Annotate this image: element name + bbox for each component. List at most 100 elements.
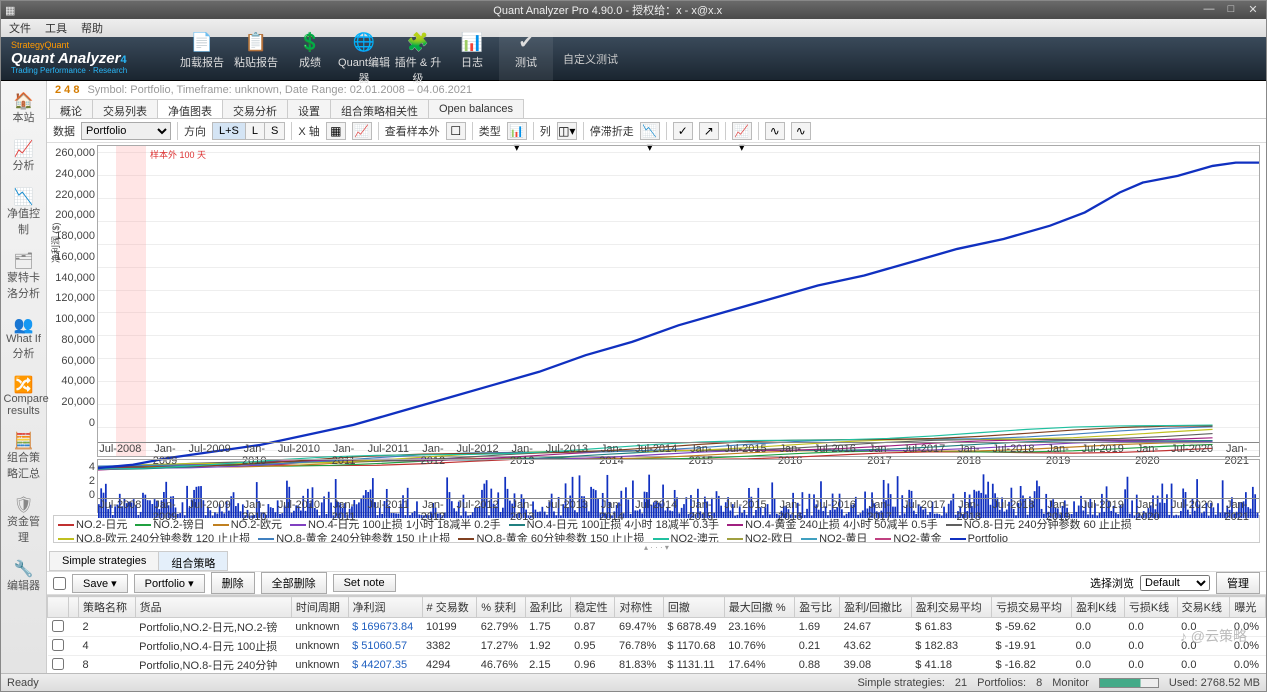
chart-ylabel: 净利润 ($) [49,222,62,263]
statusbar: Ready Simple strategies: 21 Portfolios: … [1,673,1266,691]
col-header[interactable]: 盈利/回撤比 [840,597,912,618]
status-monitor: Monitor [1052,677,1089,689]
data-select[interactable]: Portfolio [81,122,171,140]
legend-item: NO.8-欧元 240分钟参数 120 止止损 [58,532,250,543]
table-row[interactable]: 4Portfolio,NO.4-日元 100止损unknown$ 51060.5… [48,637,1266,656]
tab-4[interactable]: 设置 [287,99,331,118]
portfolio-button[interactable]: Portfolio ▾ [134,574,205,593]
stag-label: 停滞折走 [590,123,634,139]
nav-item-2[interactable]: 📉净值控制 [4,183,44,241]
col-header[interactable]: 对称性 [615,597,663,618]
xaxis-btn1[interactable]: ▦ [326,122,346,140]
stag-dropdown[interactable]: 📉▾ [640,122,660,140]
manage-button[interactable]: 管理 [1216,572,1260,594]
strategy-grid[interactable]: 策略名称货品时间周期净利润# 交易数% 获利盈利比稳定性对称性回撤最大回撤 %盈… [47,595,1266,673]
col-header[interactable]: 稳定性 [570,597,615,618]
maximize-button[interactable]: □ [1222,3,1240,17]
table-row[interactable]: 2Portfolio,NO.2-日元,NO.2-镑unknown$ 169673… [48,618,1266,637]
menu-file[interactable]: 文件 [9,20,31,36]
nav-icon: 📉 [4,187,44,205]
col-header[interactable]: 交易K线 [1177,597,1230,618]
tool-icon-1[interactable]: ✓ [673,122,693,140]
close-button[interactable]: ✕ [1244,3,1262,17]
vol-area[interactable]: Jul-2008Jan-2009Jul-2009Jan-2010Jul-2010… [97,459,1260,513]
col-header[interactable]: % 获利 [477,597,525,618]
col-header[interactable]: 策略名称 [78,597,135,618]
col-header[interactable]: 亏损交易平均 [991,597,1071,618]
dir-L+S[interactable]: L+S [213,123,246,139]
row-check[interactable] [52,620,64,632]
ribbon-icon: ✔ [499,32,553,54]
ribbon-icon: 🧩 [391,32,445,54]
bottom-tab-1[interactable]: 组合策略 [158,551,228,571]
browse-label: 选择浏览 [1090,575,1134,591]
tab-1[interactable]: 交易列表 [92,99,158,118]
nav-item-3[interactable]: 🗂蒙特卡洛分析 [4,247,44,305]
col-header[interactable]: 回撤 [663,597,724,618]
xaxis-btn2[interactable]: 📈 [352,122,372,140]
type-dropdown[interactable]: 📊▾ [507,122,527,140]
col-header[interactable]: 净利润 [348,597,422,618]
table-row[interactable]: 8Portfolio,NO.8-日元 240分钟unknown$ 44207.3… [48,656,1266,674]
ribbon-button-5[interactable]: 📊日志 [445,32,499,86]
nav-item-6[interactable]: 🧮组合策略汇总 [4,427,44,485]
nav-item-0[interactable]: 🏠本站 [4,87,44,129]
logo: StrategyQuant Quant Analyzer4 Trading Pe… [5,41,175,76]
ribbon-button-2[interactable]: 💲成绩 [283,32,337,86]
col-header[interactable]: 盈利K线 [1072,597,1125,618]
nav-item-1[interactable]: 📈分析 [4,135,44,177]
col-header[interactable]: 曝光 [1230,597,1266,618]
col-header[interactable]: 最大回撤 % [724,597,794,618]
dir-S[interactable]: S [265,123,284,139]
col-header[interactable]: # 交易数 [422,597,477,618]
col-header[interactable]: 货品 [135,597,291,618]
col-header[interactable]: 盈亏比 [795,597,840,618]
splitter[interactable]: ▴ · · · ▾ [47,543,1266,551]
menu-help[interactable]: 帮助 [81,20,103,36]
status-pf: 8 [1036,677,1042,689]
left-sidebar: 🏠本站 📈分析 📉净值控制 🗂蒙特卡洛分析 👥What If 分析 🔀Compare re… [1,81,47,673]
ribbon-icon: 💲 [283,32,337,54]
setnote-button[interactable]: Set note [333,574,396,592]
minimize-button[interactable]: — [1200,3,1218,17]
delete-button[interactable]: 删除 [211,572,255,594]
col-header[interactable]: 时间周期 [291,597,348,618]
row-check[interactable] [52,658,64,670]
nav-item-7[interactable]: 🛡资金管理 [4,491,44,549]
tab-5[interactable]: 组合策略相关性 [330,99,429,118]
col-label: 列 [540,123,551,139]
nav-item-4[interactable]: 👥What If 分析 [4,311,44,365]
nav-item-8[interactable]: 🔧编辑器 [4,555,44,597]
col-header[interactable]: 盈利交易平均 [911,597,991,618]
tool-icon-2[interactable]: ↗ [699,122,719,140]
tab-0[interactable]: 概论 [49,99,93,118]
col-header[interactable] [69,597,79,618]
tool-icon-4[interactable]: ∿ [765,122,785,140]
view-select[interactable]: Default [1140,575,1210,591]
tool-icon-3[interactable]: 📈▾ [732,122,752,140]
ribbon-button-3[interactable]: 🌐Quant编辑器 [337,32,391,86]
col-header[interactable]: 亏损K线 [1124,597,1177,618]
tool-icon-5[interactable]: ∿ [791,122,811,140]
select-all-checkbox[interactable] [53,577,66,590]
dir-L[interactable]: L [246,123,265,139]
chart-area[interactable]: 样本外 100 天 Jul-2008Jan-2009Jul-2009Jan-20… [97,145,1260,457]
menu-tools[interactable]: 工具 [45,20,67,36]
sample-toggle[interactable]: ☐ [446,122,466,140]
save-button[interactable]: Save ▾ [72,574,128,593]
ribbon-button-1[interactable]: 📋粘贴报告 [229,32,283,86]
row-check[interactable] [52,639,64,651]
col-header[interactable] [48,597,69,618]
col-header[interactable]: 盈利比 [525,597,570,618]
tab-2[interactable]: 净值图表 [157,99,223,118]
bottom-tab-0[interactable]: Simple strategies [49,551,159,571]
data-label: 数据 [53,123,75,139]
ribbon-button-4[interactable]: 🧩插件 & 升级 [391,32,445,86]
ribbon-button-6[interactable]: ✔测试 [499,32,553,86]
nav-item-5[interactable]: 🔀Compare results [4,371,44,421]
tab-3[interactable]: 交易分析 [222,99,288,118]
delete-all-button[interactable]: 全部删除 [261,572,327,594]
ribbon-button-0[interactable]: 📄加载报告 [175,32,229,86]
tab-6[interactable]: Open balances [428,99,524,118]
col-dropdown[interactable]: ◫▾ [557,122,577,140]
